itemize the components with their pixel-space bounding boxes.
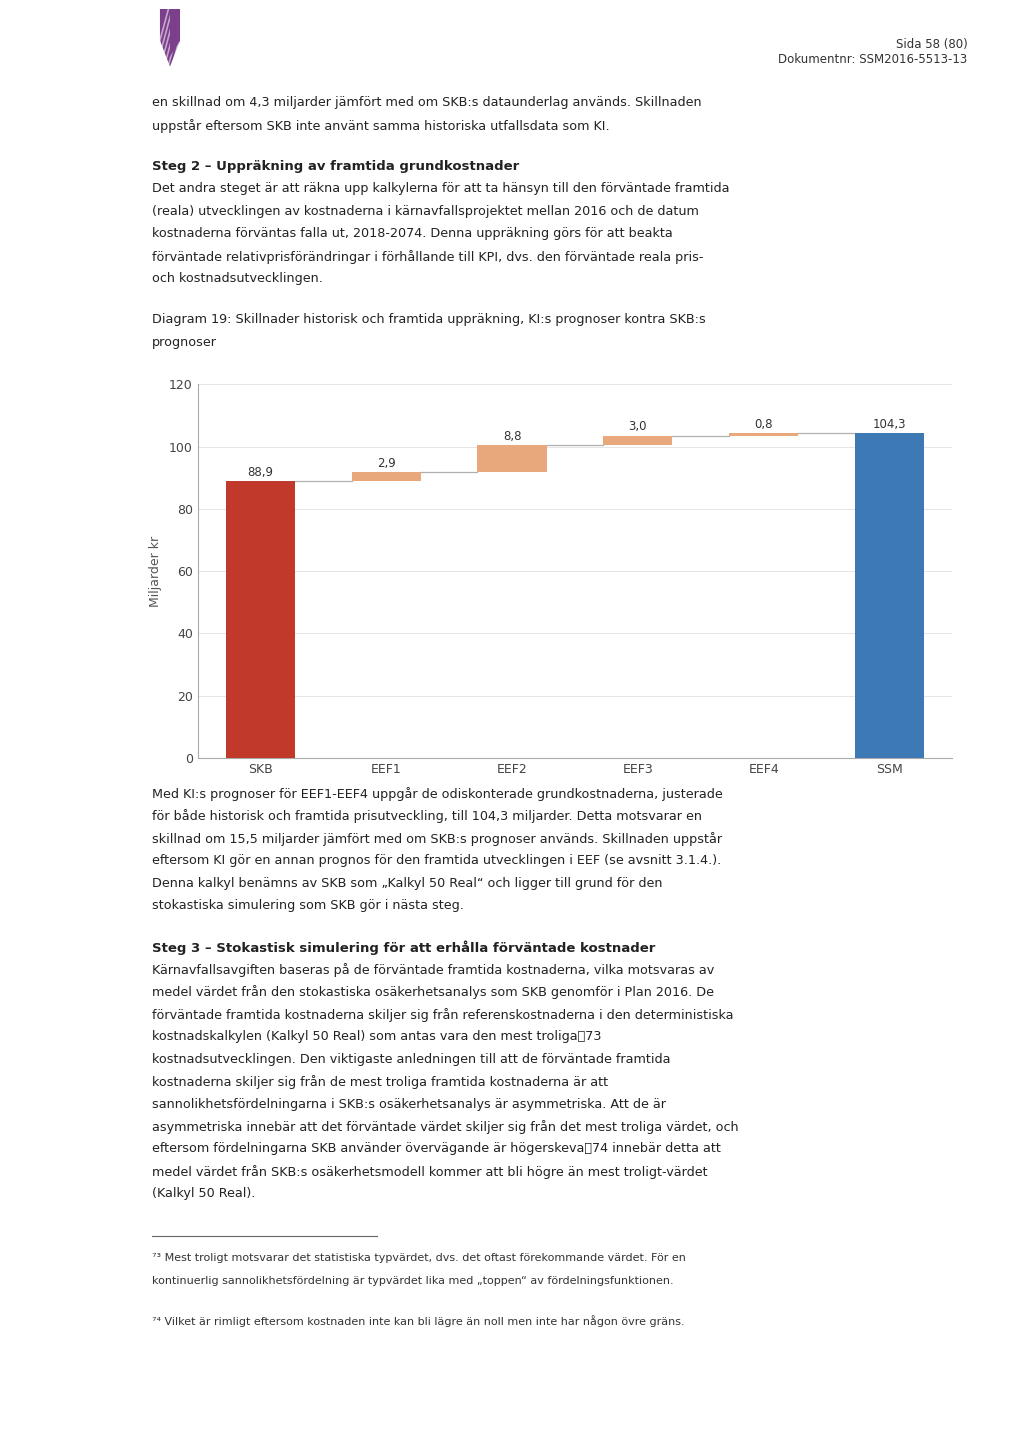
Text: ⁷³ Mest troligt motsvarar det statistiska typvärdet, dvs. det oftast förekommand: ⁷³ Mest troligt motsvarar det statistisk… — [152, 1253, 685, 1263]
Text: kostnadsutvecklingen. Den viktigaste anledningen till att de förväntade framtida: kostnadsutvecklingen. Den viktigaste anl… — [152, 1053, 670, 1066]
Bar — [603, 436, 673, 445]
Bar — [351, 472, 421, 481]
Text: Sida 58 (80)
Dokumentnr: SSM2016-5513-13: Sida 58 (80) Dokumentnr: SSM2016-5513-13 — [778, 38, 968, 67]
Text: medel värdet från den stokastiska osäkerhetsanalys som SKB genomför i Plan 2016.: medel värdet från den stokastiska osäker… — [152, 985, 714, 999]
Text: asymmetriska innebär att det förväntade värdet skiljer sig från det mest troliga: asymmetriska innebär att det förväntade … — [152, 1119, 738, 1134]
Text: Diagram 19: Skillnader historisk och framtida uppräkning, KI:s prognoser kontra : Diagram 19: Skillnader historisk och fra… — [152, 314, 706, 326]
Text: förväntade relativprisförändringar i förhållande till KPI, dvs. den förväntade r: förväntade relativprisförändringar i för… — [152, 249, 703, 264]
Text: Kärnavfallsavgiften baseras på de ⁠förväntade⁠ framtida kostnaderna, vilka motsv: Kärnavfallsavgiften baseras på de ⁠förvä… — [152, 963, 714, 977]
Text: Det andra steget är att räkna upp kalkylerna för att ta hänsyn till den förvänta: Det andra steget är att räkna upp kalkyl… — [152, 182, 729, 195]
Text: eftersom KI gör en annan prognos för den framtida utvecklingen i EEF (se avsnitt: eftersom KI gör en annan prognos för den… — [152, 854, 721, 867]
Bar — [855, 433, 924, 757]
Text: kostnaderna förväntas falla ut, 2018-2074. Denna uppräkning görs för att beakta: kostnaderna förväntas falla ut, 2018-207… — [152, 227, 673, 240]
Text: 8,8: 8,8 — [503, 430, 521, 443]
Polygon shape — [170, 9, 180, 56]
Text: en skillnad om 4,3 miljarder jämfört med om SKB:s dataunderlag används. Skillnad: en skillnad om 4,3 miljarder jämfört med… — [152, 96, 701, 109]
Text: 88,9: 88,9 — [248, 466, 273, 479]
Text: Steg 3 – Stokastisk simulering för att erhålla förväntade kostnader: Steg 3 – Stokastisk simulering för att e… — [152, 941, 655, 956]
Text: 3,0: 3,0 — [629, 420, 647, 433]
Polygon shape — [160, 9, 180, 67]
Text: Med KI:s prognoser för EEF1-EEF4 uppgår de odiskonterade grundkostnaderna, juste: Med KI:s prognoser för EEF1-EEF4 uppgår … — [152, 786, 722, 801]
Text: uppstår eftersom SKB inte använt samma historiska utfallsdata som KI.: uppstår eftersom SKB inte använt samma h… — [152, 119, 609, 133]
Text: ⁷⁴ Vilket är rimligt eftersom kostnaden inte kan bli lägre än noll men inte har : ⁷⁴ Vilket är rimligt eftersom kostnaden … — [152, 1315, 684, 1328]
Bar — [729, 433, 799, 436]
Text: medel värdet från SKB:s osäkerhetsmodell kommer att bli högre än mest troligt-vä: medel värdet från SKB:s osäkerhetsmodell… — [152, 1164, 708, 1179]
Y-axis label: Miljarder kr: Miljarder kr — [148, 536, 162, 607]
Bar — [477, 445, 547, 472]
Text: stokastiska simulering som SKB gör i nästa steg.: stokastiska simulering som SKB gör i näs… — [152, 899, 464, 912]
Text: eftersom fördelningarna SKB använder övervägande är högerskeva⁳74 innebär detta : eftersom fördelningarna SKB använder öve… — [152, 1142, 721, 1156]
Text: kostnaderna skiljer sig från de mest troliga framtida kostnaderna är att: kostnaderna skiljer sig från de mest tro… — [152, 1074, 607, 1089]
Text: skillnad om 15,5 miljarder jämfört med om SKB:s prognoser används. Skillnaden up: skillnad om 15,5 miljarder jämfört med o… — [152, 831, 722, 846]
Text: för både historisk och framtida prisutveckling, till 104,3 miljarder. Detta mots: för både historisk och framtida prisutve… — [152, 809, 701, 824]
Text: Steg 2 – Uppräkning av framtida grundkostnader: Steg 2 – Uppräkning av framtida grundkos… — [152, 159, 519, 172]
Text: sannolikhetsfördelningarna i SKB:s osäkerhetsanalys är asymmetriska. Att de är: sannolikhetsfördelningarna i SKB:s osäke… — [152, 1098, 666, 1111]
Text: 104,3: 104,3 — [872, 418, 906, 432]
Text: (Kalkyl 50 Real).: (Kalkyl 50 Real). — [152, 1187, 255, 1200]
Text: 0,8: 0,8 — [755, 418, 773, 432]
Text: förväntade framtida kostnaderna skiljer sig från referenskostnaderna i den deter: förväntade framtida kostnaderna skiljer … — [152, 1008, 733, 1022]
Text: 2,9: 2,9 — [377, 458, 395, 471]
Text: och kostnadsutvecklingen.: och kostnadsutvecklingen. — [152, 272, 323, 285]
Text: Denna kalkyl benämns av SKB som „Kalkyl 50 Real“ och ligger till grund för den: Denna kalkyl benämns av SKB som „Kalkyl … — [152, 876, 663, 889]
Text: (reala) utvecklingen av kostnaderna i kärnavfallsprojektet mellan 2016 och de da: (reala) utvecklingen av kostnaderna i kä… — [152, 204, 698, 217]
Text: prognoser: prognoser — [152, 336, 216, 349]
Bar — [226, 481, 295, 757]
Text: kontinuerlig sannolikhetsfördelning är typvärdet lika med „toppen“ av fördelning: kontinuerlig sannolikhetsfördelning är t… — [152, 1276, 673, 1286]
Text: kostnadskalkylen (Kalkyl 50 Real) som antas vara den mest troliga⁳73: kostnadskalkylen (Kalkyl 50 Real) som an… — [152, 1031, 601, 1043]
